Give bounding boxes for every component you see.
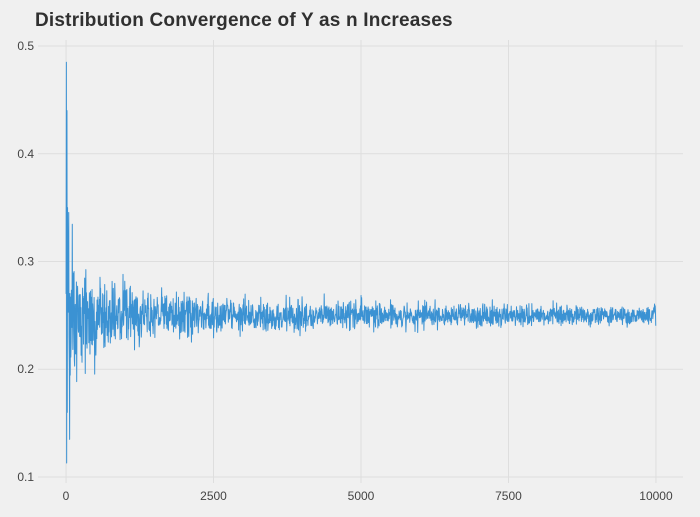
x-tick-label: 0 [63, 489, 70, 503]
x-tick-label: 5000 [348, 489, 375, 503]
y-tick-label: 0.2 [17, 362, 34, 376]
y-tick-label: 0.5 [17, 39, 34, 53]
y-tick-label: 0.1 [17, 470, 34, 484]
chart-title: Distribution Convergence of Y as n Incre… [35, 10, 453, 31]
x-tick-label: 7500 [495, 489, 522, 503]
y-tick-label: 0.3 [17, 255, 34, 269]
y-tick-label: 0.4 [17, 147, 34, 161]
series-line [65, 61, 657, 464]
x-tick-label: 2500 [200, 489, 227, 503]
x-tick-label: 10000 [639, 489, 673, 503]
